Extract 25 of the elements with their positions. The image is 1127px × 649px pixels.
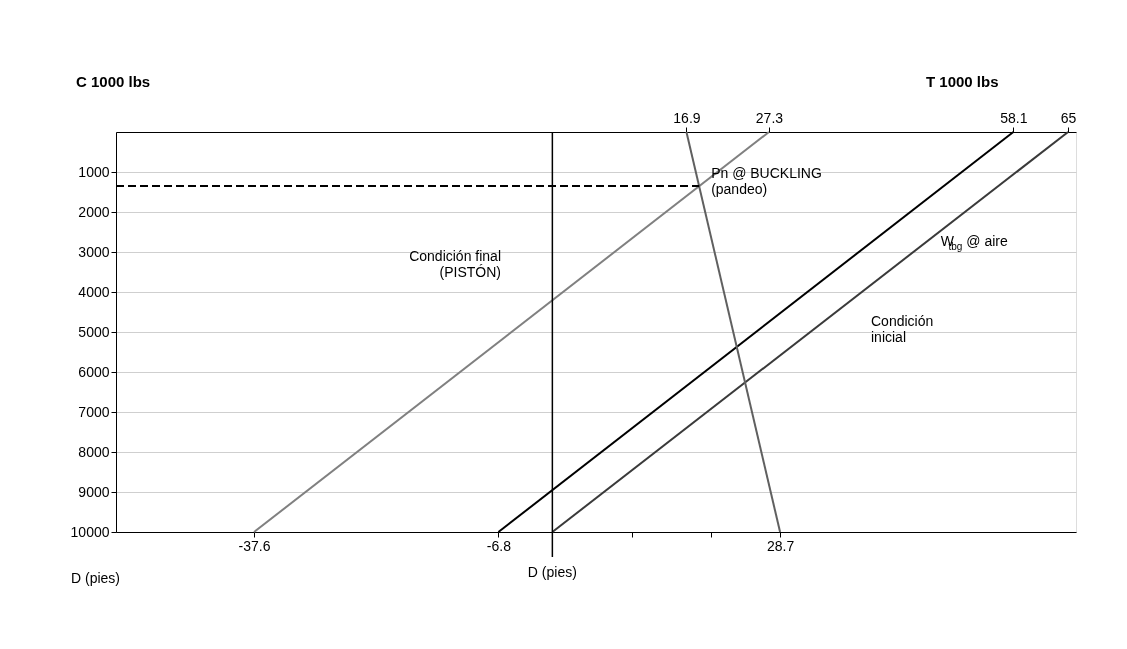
y-axis-title: D (pies) — [71, 570, 121, 586]
x2-tick-label: 16.9 — [673, 109, 701, 126]
annotation: Pn @ BUCKLING (pandeo) — [711, 165, 822, 197]
y-tick-label: 4000 — [78, 283, 110, 300]
x-tick-label: 28.7 — [766, 537, 795, 554]
x-axis-title: D (pies) — [527, 564, 577, 580]
y-tick-label: 8000 — [78, 443, 110, 460]
annotation: Condición inicial — [871, 313, 934, 345]
y-tick-label: 2000 — [78, 203, 110, 220]
y-tick-label: 1000 — [78, 163, 110, 180]
x2-tick-label: 27.3 — [755, 109, 784, 126]
text: C 1000 lbs — [76, 73, 151, 90]
annotation: Condición final (PISTÓN) — [409, 248, 501, 280]
x-tick-label: -6.8 — [486, 537, 512, 554]
y-tick-label: 3000 — [78, 243, 110, 260]
text: T 1000 lbs — [926, 73, 999, 90]
x2-tick-label: 58.1 — [1000, 109, 1028, 126]
x-tick-label: -37.6 — [238, 537, 271, 554]
annotation: Wtbg @ aire — [940, 233, 1008, 252]
y-tick-label: 9000 — [78, 483, 110, 500]
x2-tick-label: 65 — [1060, 109, 1077, 126]
y-tick-label: 6000 — [78, 363, 110, 380]
y-tick-label: 5000 — [78, 323, 110, 340]
y-tick-label: 10000 — [70, 523, 110, 540]
y-tick-label: 7000 — [78, 403, 110, 420]
